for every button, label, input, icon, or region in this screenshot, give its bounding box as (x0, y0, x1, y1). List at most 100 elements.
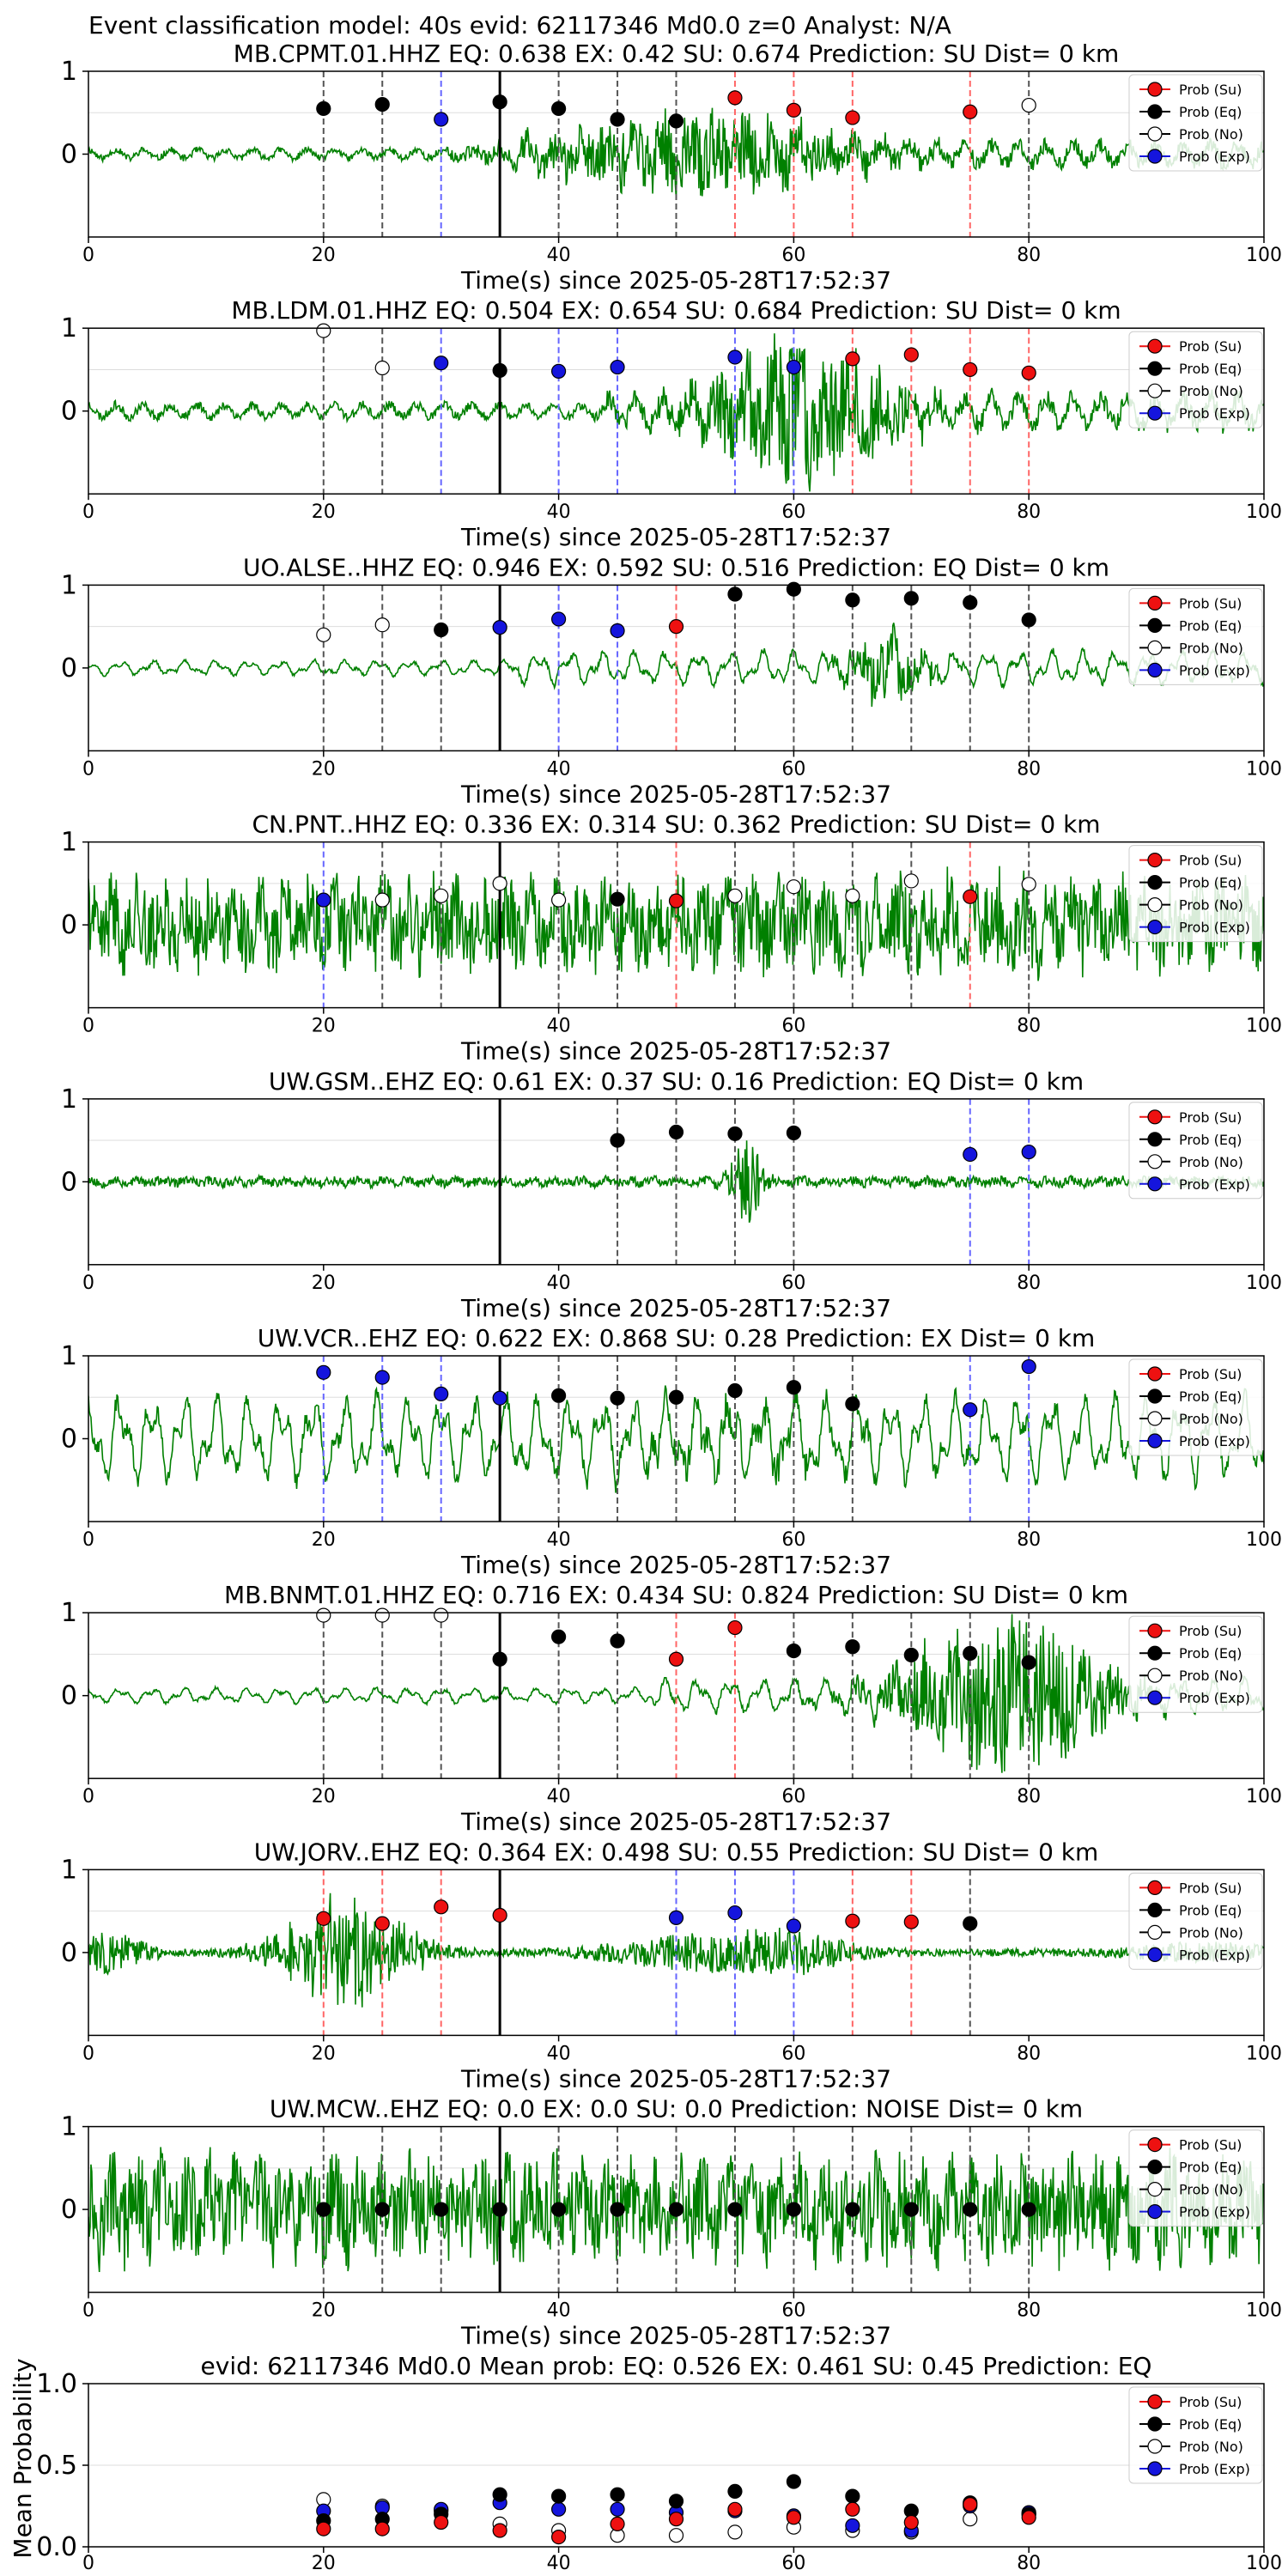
panel-1: MB.LDM.01.HHZ EQ: 0.504 EX: 0.654 SU: 0.… (61, 296, 1282, 551)
y-tick-label: 1 (61, 1855, 77, 1885)
panel-0: MB.CPMT.01.HHZ EQ: 0.638 EX: 0.42 SU: 0.… (61, 39, 1282, 295)
prob-marker-su (786, 102, 802, 118)
x-tick-label: 40 (547, 2553, 571, 2574)
prob-marker-su (374, 1916, 390, 1931)
x-tick-label: 80 (1017, 245, 1041, 266)
legend-label-su: Prob (Su) (1179, 1880, 1242, 1896)
prob-marker-eq (316, 2202, 331, 2217)
prob-marker-exp (963, 1402, 978, 1418)
x-axis-label: Time(s) since 2025-05-28T17:52:37 (460, 523, 891, 551)
x-tick-label: 40 (547, 501, 571, 523)
prob-marker-su (727, 1619, 743, 1636)
prob-marker-su (903, 1914, 919, 1929)
prob-marker-exp (550, 611, 567, 627)
y-tick-label: 1 (61, 57, 77, 87)
legend-marker-su (1147, 1366, 1163, 1382)
mean-marker-su (786, 2510, 802, 2525)
legend-label-exp: Prob (Exp) (1179, 2461, 1250, 2477)
panel-title: UO.ALSE..HHZ EQ: 0.946 EX: 0.592 SU: 0.5… (243, 553, 1109, 581)
prob-marker-exp (316, 892, 331, 908)
x-tick-label: 80 (1017, 1786, 1041, 1807)
x-axis-label: Time(s) since 2025-05-28T17:52:37 (460, 2322, 891, 2350)
legend-label-no: Prob (No) (1179, 897, 1243, 914)
x-tick-label: 60 (781, 758, 805, 780)
legend-marker-su (1147, 82, 1163, 97)
prob-marker-exp (786, 1918, 802, 1934)
prob-marker-no (550, 892, 567, 908)
x-tick-label: 20 (312, 1529, 336, 1551)
legend-label-no: Prob (No) (1179, 126, 1243, 143)
x-tick-label: 40 (547, 2300, 571, 2322)
legend-label-eq: Prob (Eq) (1179, 875, 1242, 891)
panel-title: MB.LDM.01.HHZ EQ: 0.504 EX: 0.654 SU: 0.… (231, 296, 1121, 325)
x-tick-label: 40 (547, 245, 571, 266)
x-axis-label: Time(s) since 2025-05-28T17:52:37 (460, 1294, 891, 1322)
x-tick-label: 0 (82, 1016, 94, 1037)
x-tick-label: 100 (1246, 501, 1282, 523)
x-tick-label: 20 (312, 1273, 336, 1294)
legend-marker-no (1147, 640, 1163, 656)
y-tick-label: 1 (61, 570, 77, 600)
legend: Prob (Su) Prob (Eq) Prob (No) Prob (Exp) (1128, 331, 1263, 428)
prob-marker-no (845, 888, 860, 903)
prob-marker-eq (727, 586, 743, 602)
legend-label-eq: Prob (Eq) (1179, 1132, 1242, 1148)
legend-box (1128, 2129, 1263, 2227)
x-tick-label: 80 (1017, 2553, 1041, 2574)
legend-label-eq: Prob (Eq) (1179, 1645, 1242, 1662)
prob-marker-no (374, 892, 390, 908)
mean-marker-su (903, 2514, 919, 2530)
legend-marker-exp (1147, 1433, 1163, 1449)
y-tick-label: 1 (61, 2112, 77, 2142)
x-tick-label: 80 (1017, 1273, 1041, 1294)
legend-label-eq: Prob (Eq) (1179, 617, 1242, 634)
legend-label-eq: Prob (Eq) (1179, 104, 1242, 120)
y-tick-label: 0 (61, 2195, 77, 2225)
x-tick-label: 20 (312, 2553, 336, 2574)
prob-marker-eq (786, 2202, 802, 2217)
figure-title: Event classification model: 40s evid: 62… (88, 11, 951, 39)
y-tick-label: 0 (61, 910, 77, 940)
legend: Prob (Su) Prob (Eq) Prob (No) Prob (Exp) (1128, 1872, 1263, 1970)
prob-marker-su (668, 619, 684, 635)
prob-marker-eq (845, 1396, 860, 1412)
legend-marker-eq (1147, 1902, 1163, 1917)
panel-6: MB.BNMT.01.HHZ EQ: 0.716 EX: 0.434 SU: 0… (61, 1581, 1282, 1836)
mean-probability-panel: evid: 62117346 Md0.0 Mean prob: EQ: 0.52… (9, 2352, 1282, 2574)
legend-label-exp: Prob (Exp) (1179, 1176, 1250, 1193)
x-tick-label: 100 (1246, 2300, 1282, 2322)
mean-marker-exp (845, 2518, 860, 2533)
legend-marker-eq (1147, 874, 1163, 890)
prob-marker-su (903, 347, 919, 362)
legend-label-exp: Prob (Exp) (1179, 662, 1250, 678)
mean-marker-exp (610, 2501, 625, 2517)
prob-marker-su (845, 1913, 860, 1929)
panel-7: UW.JORV..EHZ EQ: 0.364 EX: 0.498 SU: 0.5… (61, 1838, 1282, 2093)
panel-2: UO.ALSE..HHZ EQ: 0.946 EX: 0.592 SU: 0.5… (61, 553, 1282, 808)
x-tick-label: 80 (1017, 1529, 1041, 1551)
legend-label-no: Prob (No) (1179, 2182, 1243, 2198)
panel-title: UW.GSM..EHZ EQ: 0.61 EX: 0.37 SU: 0.16 P… (269, 1067, 1084, 1096)
legend-label-exp: Prob (Exp) (1179, 2204, 1250, 2221)
prob-marker-eq (550, 2202, 567, 2217)
prob-marker-eq (668, 2202, 684, 2217)
x-tick-label: 40 (547, 1529, 571, 1551)
prob-marker-no (1021, 877, 1036, 892)
prob-marker-exp (786, 359, 802, 375)
legend-box (1128, 1615, 1263, 1713)
x-tick-label: 100 (1246, 2043, 1282, 2064)
waveform-trace (88, 333, 1264, 492)
legend-marker-no (1147, 1668, 1163, 1683)
panel-4: UW.GSM..EHZ EQ: 0.61 EX: 0.37 SU: 0.16 P… (61, 1067, 1282, 1322)
mean-panel-title: evid: 62117346 Md0.0 Mean prob: EQ: 0.52… (201, 2352, 1152, 2380)
prob-marker-exp (963, 1146, 978, 1163)
prob-marker-eq (492, 94, 507, 110)
legend: Prob (Su) Prob (Eq) Prob (No) Prob (Exp) (1128, 1358, 1263, 1456)
mean-marker-eq (610, 2487, 625, 2502)
prob-marker-no (434, 1607, 449, 1623)
prob-marker-eq (1021, 612, 1036, 628)
legend-label-eq: Prob (Eq) (1179, 2160, 1242, 2176)
prob-marker-su (845, 351, 860, 367)
x-tick-label: 0 (82, 1273, 94, 1294)
waveform-trace (88, 623, 1264, 708)
